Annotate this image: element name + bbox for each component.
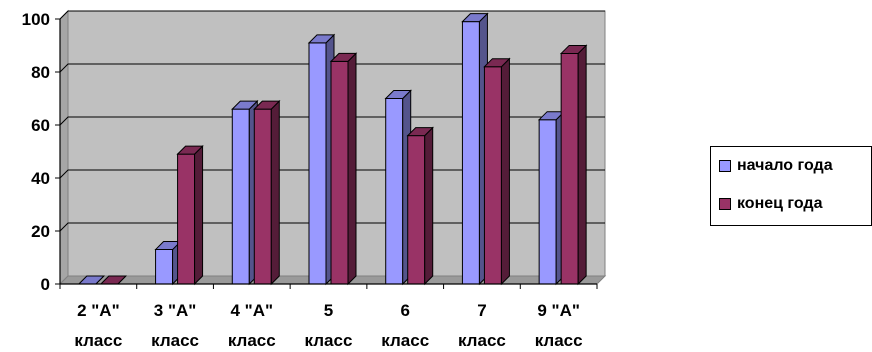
bar-1-2 [154, 240, 182, 286]
bar-2-4 [329, 52, 358, 286]
bar-top [176, 145, 204, 155]
bar-side [194, 144, 204, 286]
axes: 0 20 40 60 80 100 2 "А" класс 3 "А" класс 4 "А" кла… [22, 10, 598, 350]
y-tick-label: 0 [41, 275, 50, 294]
x-tick-label: 4 "А" [230, 301, 273, 320]
x-tick-label: 7 [477, 301, 486, 320]
legend-item-series-1: начало года [719, 157, 833, 175]
x-tick-label: класс [535, 331, 583, 350]
bars [77, 12, 588, 286]
x-tick-label: 6 [400, 301, 409, 320]
bar-top [253, 100, 281, 110]
bar-face [231, 108, 250, 285]
bar-face [177, 153, 196, 285]
bar-top [559, 44, 588, 54]
legend-swatch-series-2 [719, 198, 731, 210]
bar-top [384, 90, 412, 99]
bar-side [577, 44, 587, 286]
x-tick-label: 2 "А" [77, 301, 120, 320]
bar-face [538, 119, 557, 285]
gridline [59, 10, 605, 20]
bar-side [347, 52, 357, 286]
bar-2-3 [253, 99, 281, 286]
bar-face [385, 98, 404, 285]
x-tick-label: класс [305, 331, 353, 350]
bar-2-5 [406, 126, 434, 286]
plot-side-wall [59, 9, 69, 286]
bar-top [231, 100, 259, 110]
bar-face [461, 21, 480, 285]
legend-swatch-series-1 [719, 160, 731, 172]
bar-1-3 [231, 99, 259, 286]
bar-top [483, 58, 511, 68]
gridline [59, 116, 605, 126]
bar-2-6 [483, 57, 511, 286]
x-tick-label: 5 [324, 301, 333, 320]
bar-top [307, 34, 336, 44]
bar-1-4 [307, 33, 336, 286]
x-tick-label: класс [381, 331, 429, 350]
bar-side [424, 126, 434, 286]
bar-face [483, 66, 502, 285]
bar-1-7 [537, 110, 566, 286]
bar-top [461, 13, 489, 23]
x-tick-label: класс [74, 331, 122, 350]
bar-face [308, 42, 327, 285]
x-tick-label: класс [458, 331, 506, 350]
bar-2-2 [176, 144, 204, 286]
bar-top [406, 127, 434, 137]
bar-1-5 [384, 89, 412, 286]
x-tick-label: класс [228, 331, 276, 350]
legend-label-series-2: конец года [737, 195, 823, 212]
bar-face [155, 249, 174, 285]
bar-side [270, 99, 280, 286]
y-tick-label: 80 [31, 63, 50, 82]
y-tick-label: 40 [31, 169, 50, 188]
bar-side [500, 57, 510, 286]
y-tick-label: 20 [31, 222, 50, 241]
x-tick-label: 3 "А" [154, 301, 197, 320]
gridline [59, 63, 605, 73]
bar-face [560, 52, 579, 285]
bar-top [329, 52, 358, 62]
legend: начало года конец года [710, 146, 872, 226]
y-tick-label: 60 [31, 116, 50, 135]
x-tick-label: 9 "А" [537, 301, 580, 320]
bar-face [253, 108, 272, 285]
legend-item-series-2: конец года [719, 195, 822, 213]
bar-face [330, 60, 349, 285]
bar-1-6 [461, 12, 489, 286]
legend-label-series-1: начало года [737, 157, 833, 174]
bar-face [407, 135, 426, 285]
bar-2-7 [559, 44, 588, 286]
y-tick-label: 100 [22, 10, 50, 29]
x-tick-label: класс [151, 331, 199, 350]
